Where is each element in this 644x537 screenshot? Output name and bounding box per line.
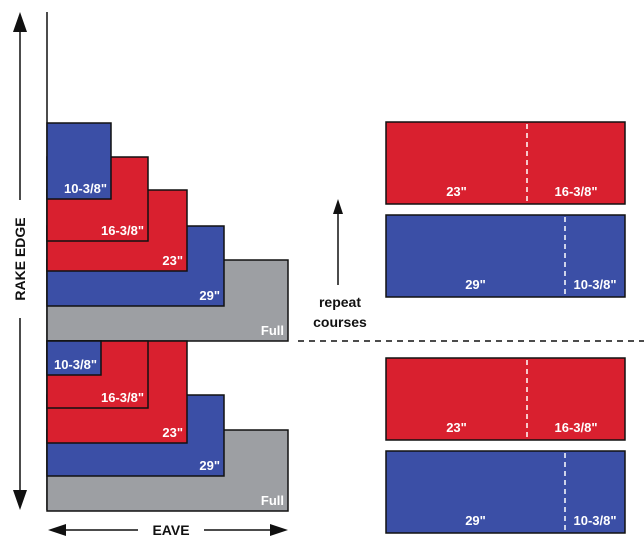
course-upper-5-label: Full (261, 323, 284, 338)
source-panel-4: 29" 10-3/8" (385, 450, 626, 534)
course-lower-1-label: 10-3/8" (54, 357, 97, 372)
repeat-note-line2: courses (313, 314, 367, 330)
panel-right-label: 10-3/8" (573, 277, 616, 292)
panel-right-label: 16-3/8" (554, 420, 597, 435)
source-panels: 23" 16-3/8" 29" 10-3/8" 23" 16-3/8" 29" 10-3/8" (385, 121, 626, 534)
panel-left-label: 23" (446, 420, 467, 435)
rake-label-bg (10, 200, 30, 318)
course-upper-3-label: 23" (162, 253, 183, 268)
panel-left-label: 29" (465, 277, 486, 292)
course-upper-2-label: 16-3/8" (101, 223, 144, 238)
panel-left-label: 29" (465, 513, 486, 528)
course-lower-5-label: Full (261, 493, 284, 508)
course-lower-3-label: 23" (162, 425, 183, 440)
course-lower-1 (46, 340, 102, 376)
panel-body (385, 121, 626, 205)
course-stack-upper: 10-3/8" 16-3/8" 23" 29" Full (46, 122, 289, 342)
eave-arrow-right-head (270, 524, 288, 536)
source-panel-3: 23" 16-3/8" (385, 357, 626, 441)
source-panel-1: 23" 16-3/8" (385, 121, 626, 205)
panel-right-label: 16-3/8" (554, 184, 597, 199)
source-panel-2: 29" 10-3/8" (385, 214, 626, 298)
repeat-note-line1: repeat (319, 294, 361, 310)
course-lower-2-label: 16-3/8" (101, 390, 144, 405)
course-upper-4-label: 29" (199, 288, 220, 303)
course-lower-4-label: 29" (199, 458, 220, 473)
course-stack-lower: 10-3/8" 16-3/8" 23" 29" Full (46, 340, 289, 512)
rake-edge-label: RAKE EDGE (12, 217, 28, 300)
panel-body (385, 357, 626, 441)
course-upper-1 (46, 122, 112, 200)
panel-right-label: 10-3/8" (573, 513, 616, 528)
eave-arrow-left-head (48, 524, 66, 536)
panel-body (385, 450, 626, 534)
eave-label-bg (138, 518, 204, 537)
course-upper-1-label: 10-3/8" (64, 181, 107, 196)
rake-arrow-top-head (13, 12, 27, 32)
rake-arrow-bottom-head (13, 490, 27, 510)
panel-left-label: 23" (446, 184, 467, 199)
repeat-arrow-head (333, 199, 343, 214)
panel-body (385, 214, 626, 298)
eave-label: EAVE (152, 522, 189, 537)
